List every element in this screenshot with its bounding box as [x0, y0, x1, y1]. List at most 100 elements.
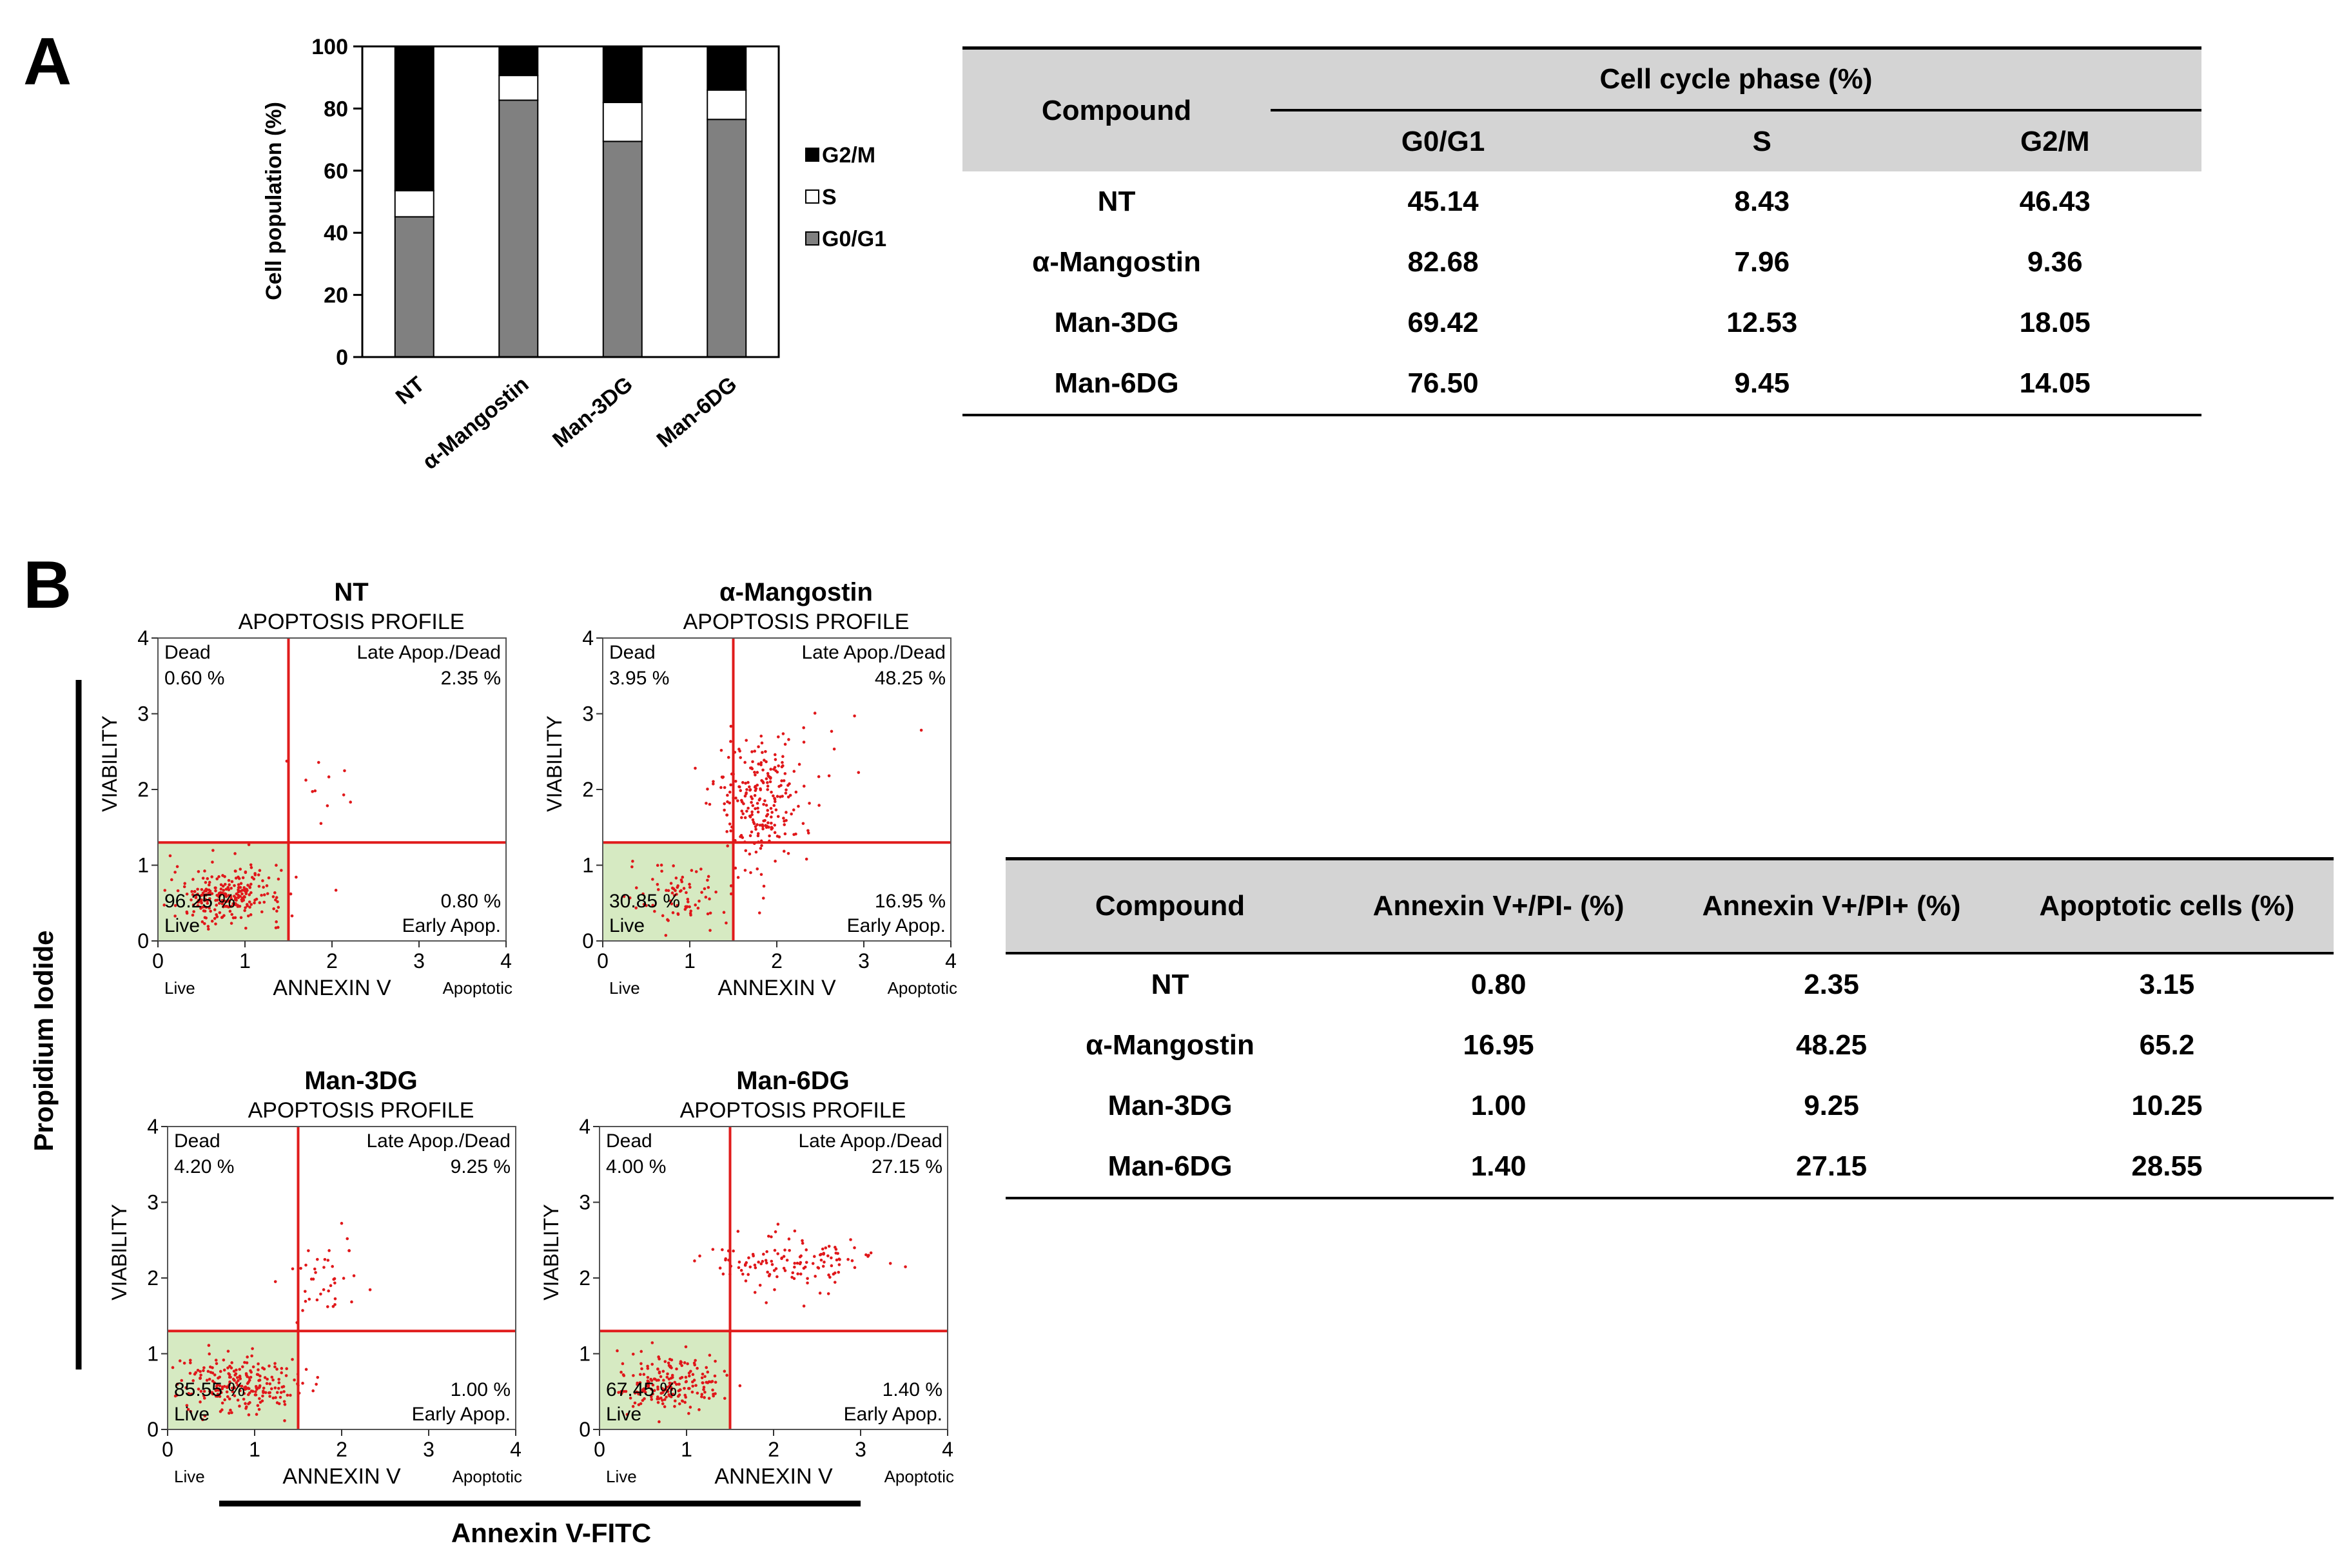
event-dot: [783, 1269, 787, 1272]
event-dot: [734, 866, 737, 870]
event-dot: [759, 761, 763, 764]
event-dot: [226, 1350, 230, 1353]
event-dot: [673, 1380, 677, 1384]
quadrant-label-late: Late Apop./Dead: [798, 1130, 942, 1152]
event-dot: [748, 1265, 752, 1269]
quadrant-value-early: 1.00 %: [451, 1379, 511, 1400]
event-dot: [313, 1267, 317, 1271]
event-dot: [785, 788, 788, 791]
event-dot: [176, 889, 180, 893]
event-dot: [721, 1272, 725, 1276]
event-dot: [743, 760, 747, 764]
event-dot: [640, 1367, 643, 1371]
event-dot: [743, 869, 747, 872]
event-dot: [327, 1289, 330, 1293]
event-dot: [686, 1362, 689, 1366]
event-dot: [231, 1390, 235, 1393]
event-dot: [200, 887, 204, 891]
event-dot: [670, 1388, 674, 1391]
event-dot: [319, 822, 323, 826]
event-dot: [759, 873, 763, 876]
event-dot: [268, 1382, 272, 1386]
event-dot: [258, 1397, 261, 1400]
event-dot: [642, 1387, 646, 1391]
event-dot: [163, 889, 167, 892]
flow-x-tick-label: 1: [681, 1438, 692, 1461]
event-dot: [649, 1395, 653, 1399]
event-dot: [682, 887, 686, 890]
event-dot: [199, 1370, 202, 1373]
event-dot: [738, 785, 741, 789]
event-dot: [257, 1386, 261, 1389]
event-dot: [620, 1370, 623, 1374]
event-dot: [240, 1384, 244, 1388]
event-dot: [221, 874, 224, 877]
table1-cell: α-Mangostin: [1032, 246, 1201, 278]
event-dot: [260, 910, 264, 914]
event-dot: [282, 1385, 286, 1388]
event-dot: [708, 929, 712, 932]
event-dot: [634, 906, 638, 910]
event-dot: [663, 1398, 667, 1401]
event-dot: [197, 870, 200, 873]
event-dot: [314, 1271, 317, 1274]
event-dot: [655, 1379, 659, 1382]
quadrant-value-early: 1.40 %: [883, 1379, 942, 1400]
event-dot: [304, 1299, 307, 1303]
event-dot: [770, 1263, 774, 1266]
table1-cell: 7.96: [1734, 246, 1790, 278]
event-dot: [780, 779, 783, 782]
event-dot: [218, 1384, 222, 1388]
bar-segment-g0g1: [707, 119, 747, 358]
event-dot: [228, 1397, 231, 1400]
event-dot: [761, 827, 765, 831]
event-dot: [836, 1252, 839, 1255]
event-dot: [783, 1248, 786, 1252]
flow-y-tick-label: 4: [579, 1115, 590, 1138]
event-dot: [678, 889, 682, 893]
event-dot: [638, 1381, 642, 1384]
event-dot: [783, 823, 786, 826]
event-dot: [334, 889, 338, 892]
event-dot: [641, 1399, 645, 1402]
event-dot: [249, 913, 253, 916]
event-dot: [758, 824, 762, 827]
table2-cell: 1.00: [1470, 1090, 1527, 1121]
event-dot: [208, 1352, 211, 1356]
event-dot: [199, 907, 202, 910]
event-dot: [784, 791, 788, 795]
event-dot: [741, 812, 745, 816]
event-dot: [257, 1362, 260, 1366]
event-dot: [218, 911, 222, 915]
event-dot: [802, 784, 806, 788]
event-dot: [628, 896, 632, 900]
event-dot: [748, 788, 752, 791]
event-dot: [213, 1381, 217, 1385]
flow-x-axis-label: ANNEXIN V: [282, 1464, 401, 1489]
event-dot: [268, 1364, 271, 1368]
event-dot: [726, 844, 730, 847]
table1-cell: NT: [1097, 186, 1136, 217]
event-dot: [768, 834, 771, 838]
event-dot: [220, 1391, 223, 1394]
event-dot: [239, 916, 243, 920]
flow-x-left-label: Live: [174, 1467, 205, 1486]
event-dot: [242, 886, 246, 889]
table2-cell: 10.25: [2131, 1090, 2203, 1121]
event-dot: [275, 1368, 278, 1371]
event-dot: [754, 807, 757, 811]
event-dot: [701, 1372, 705, 1376]
event-dot: [650, 1388, 653, 1391]
event-dot: [765, 1301, 768, 1304]
event-dot: [230, 1361, 233, 1364]
event-dot: [659, 864, 663, 867]
event-dot: [206, 925, 210, 928]
event-dot: [792, 769, 796, 773]
event-dot: [253, 901, 256, 905]
event-dot: [749, 871, 752, 875]
event-dot: [741, 780, 745, 784]
event-dot: [246, 1355, 249, 1359]
event-dot: [707, 875, 710, 878]
flow-plot: α-Mangostin APOPTOSIS PROFILE Dead 3.95 % La…: [543, 578, 957, 1000]
event-dot: [226, 1385, 229, 1388]
